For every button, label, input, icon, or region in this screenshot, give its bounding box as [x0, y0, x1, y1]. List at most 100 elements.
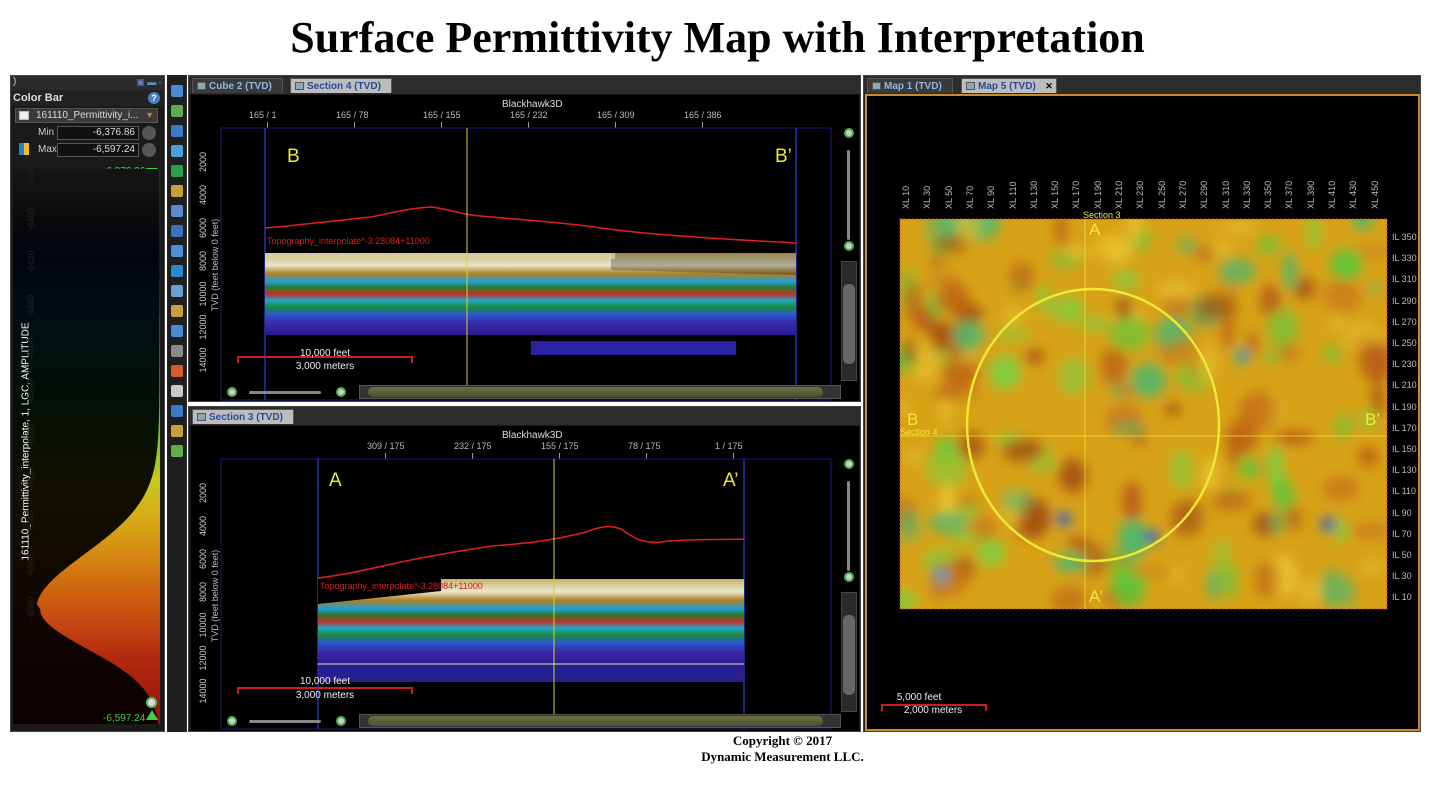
section-4-canvas[interactable]: Blackhawk3D 165 / 1 165 / 78 165 / 155 165 …	[191, 95, 859, 401]
map-anomaly	[957, 431, 985, 460]
toolbar-tool-icon[interactable]	[171, 225, 183, 237]
map-anomaly	[1195, 293, 1238, 319]
trace-label: 232 / 175	[454, 441, 492, 451]
close-icon[interactable]: ✕	[1045, 81, 1053, 91]
map-anomaly	[900, 509, 920, 542]
trace-tick	[354, 122, 355, 128]
section-left-letter: B	[287, 146, 300, 167]
horizontal-scrollbar[interactable]	[359, 714, 841, 728]
color-tick-label: -6420	[26, 250, 36, 274]
max-reset-button[interactable]	[142, 143, 156, 157]
collapse-icon[interactable]	[19, 111, 29, 120]
tab-map-5[interactable]: Map 5 (TVD) ✕	[961, 78, 1057, 93]
min-input[interactable]: -6,376.86	[57, 126, 139, 140]
zoom-in-icon[interactable]	[844, 128, 854, 138]
vertical-scroll-thumb[interactable]	[843, 284, 855, 364]
map-anomaly	[1118, 518, 1147, 559]
tab-cube-2[interactable]: Cube 2 (TVD)	[192, 78, 283, 93]
colormap-select-value: 161110_Permittivity_i...	[36, 110, 139, 121]
toolbar-tool-icon[interactable]	[171, 125, 183, 137]
map-hotspot	[934, 569, 948, 583]
bottom-slider-handle[interactable]	[146, 710, 158, 720]
map-scale-meters: 2,000 meters	[903, 705, 963, 716]
zoom-out-icon[interactable]	[146, 697, 157, 708]
max-row: Max -6,597.24	[11, 142, 164, 159]
toolbar-tool-icon[interactable]	[171, 365, 183, 377]
il-label: IL 50	[1392, 550, 1412, 560]
max-input[interactable]: -6,597.24	[57, 143, 139, 157]
vertical-scrollbar[interactable]	[841, 592, 857, 712]
zoom-out-icon[interactable]	[844, 572, 854, 582]
toolbar-tool-icon[interactable]	[171, 85, 183, 97]
horizon-label: Topography_interpolate*-3.28084+11000	[267, 236, 430, 246]
min-reset-button[interactable]	[142, 126, 156, 140]
map-canvas[interactable]: XL 10 XL 30 XL 50 XL 70 XL 90 XL 110 XL 130 XL …	[865, 94, 1420, 731]
map-anomaly	[1170, 499, 1204, 537]
map-anomaly	[1254, 560, 1280, 599]
map-anomaly	[1239, 457, 1259, 480]
horizontal-scroll-thumb[interactable]	[368, 716, 823, 726]
il-label: IL 170	[1392, 422, 1417, 433]
chevron-down-icon[interactable]: ▼	[145, 110, 154, 120]
toolbar-tool-icon[interactable]	[171, 445, 183, 457]
zoom-in-icon[interactable]	[336, 716, 346, 726]
toolbar-tool-icon[interactable]	[171, 265, 183, 277]
section-3-canvas[interactable]: Blackhawk3D 309 / 175 232 / 175 155 / 175 7…	[191, 426, 859, 731]
il-label: IL 310	[1392, 274, 1417, 285]
map-anomaly	[1352, 219, 1373, 230]
horizontal-scroll-thumb[interactable]	[368, 387, 823, 397]
map-anomaly	[1335, 518, 1348, 544]
zoom-out-icon[interactable]	[844, 241, 854, 251]
horizontal-scrollbar[interactable]	[359, 385, 841, 399]
max-label: Max	[38, 144, 57, 155]
vertical-zoom-slider[interactable]	[847, 481, 850, 571]
colormap-select[interactable]: 161110_Permittivity_i... ▼	[15, 108, 158, 123]
map-anomaly	[1079, 319, 1109, 330]
toolbar-tool-icon[interactable]	[171, 385, 183, 397]
map-anomaly	[1225, 420, 1258, 455]
section-4-label: Section 4	[900, 427, 938, 437]
map-anomaly	[903, 281, 923, 323]
map-anomaly	[942, 354, 979, 389]
toolbar-tool-icon[interactable]	[171, 205, 183, 217]
toolbar-tool-icon[interactable]	[171, 105, 183, 117]
horizontal-zoom-slider[interactable]	[249, 720, 321, 723]
vertical-zoom-slider[interactable]	[847, 150, 850, 240]
tab-label: Map 5 (TVD)	[978, 81, 1036, 92]
toolbar-tool-icon[interactable]	[171, 305, 183, 317]
panel-window-buttons[interactable]: ▣ ▬ ▫	[136, 77, 162, 87]
zoom-in-icon[interactable]	[336, 387, 346, 397]
tab-label: Section 3 (TVD)	[209, 412, 283, 423]
color-tick-label: -6540	[26, 510, 36, 534]
map-anomaly	[1129, 566, 1171, 577]
toolbar-tool-icon[interactable]	[171, 325, 183, 337]
toolbar-tool-icon[interactable]	[171, 145, 183, 157]
copyright: Copyright © 2017 Dynamic Measurement LLC…	[600, 733, 965, 765]
toolbar-tool-icon[interactable]	[171, 185, 183, 197]
map-anomaly	[1197, 343, 1217, 384]
help-icon[interactable]: ?	[148, 92, 160, 104]
map-anomaly	[1093, 234, 1135, 263]
zoom-in-icon[interactable]	[844, 459, 854, 469]
map-5-window: Map 1 (TVD) Map 5 (TVD) ✕ XL 10 XL 30 XL 50…	[863, 75, 1421, 732]
zoom-out-icon[interactable]	[227, 387, 237, 397]
map-anomaly	[1127, 219, 1143, 241]
copyright-line: Copyright © 2017	[732, 733, 833, 748]
toolbar-tool-icon[interactable]	[171, 405, 183, 417]
tab-section-4[interactable]: Section 4 (TVD)	[290, 78, 392, 93]
toolbar-tool-icon[interactable]	[171, 425, 183, 437]
vertical-scroll-thumb[interactable]	[843, 615, 855, 695]
tab-section-3[interactable]: Section 3 (TVD)	[192, 409, 294, 424]
map-anomaly	[1024, 349, 1045, 364]
map-anomaly	[1293, 276, 1315, 301]
toolbar-tool-icon[interactable]	[171, 285, 183, 297]
toolbar-tool-icon[interactable]	[171, 345, 183, 357]
toolbar-tool-icon[interactable]	[171, 245, 183, 257]
map-icon	[966, 82, 975, 90]
toolbar-tool-icon[interactable]	[171, 165, 183, 177]
horizontal-zoom-slider[interactable]	[249, 391, 321, 394]
trace-tick	[441, 122, 442, 128]
vertical-scrollbar[interactable]	[841, 261, 857, 381]
zoom-out-icon[interactable]	[227, 716, 237, 726]
tab-map-1[interactable]: Map 1 (TVD)	[867, 78, 953, 93]
